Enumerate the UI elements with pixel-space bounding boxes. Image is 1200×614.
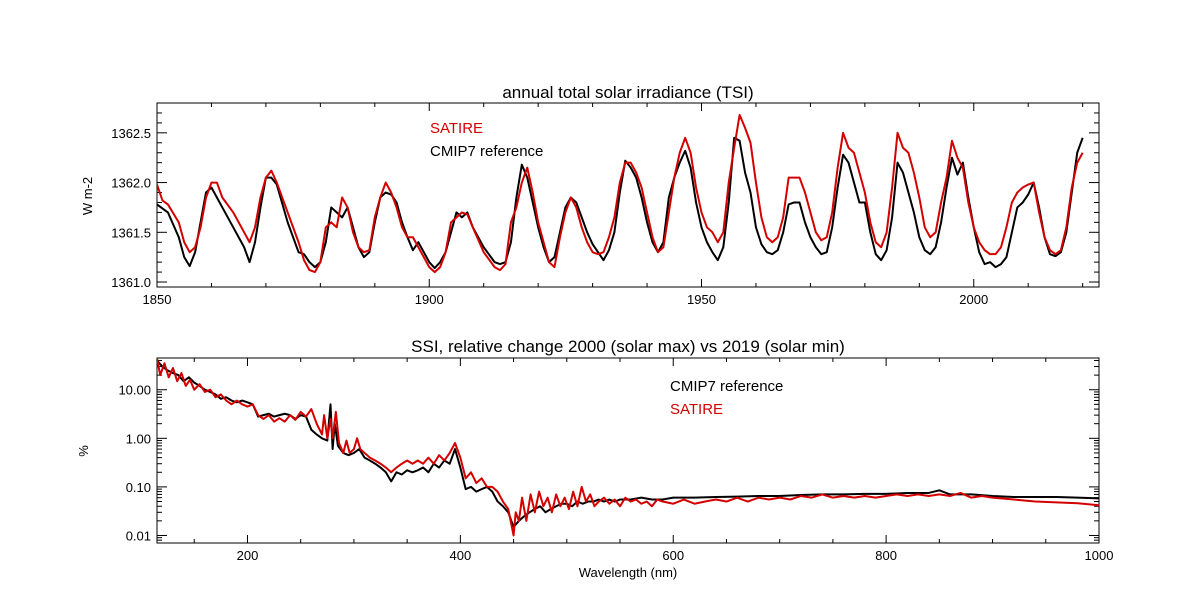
ssi-y-tick-label: 0.10 — [126, 480, 151, 495]
ssi-series-satire — [157, 358, 1099, 537]
ssi-x-tick-label: 200 — [237, 548, 259, 563]
tsi-panel: annual total solar irradiance (TSI) W m-… — [80, 83, 1100, 307]
tsi-y-tick-label: 1361.0 — [111, 275, 151, 290]
ssi-y-tick-label: 0.01 — [126, 528, 151, 543]
ssi-legend-satire: SATIRE — [670, 401, 723, 418]
tsi-y-axis-label: W m-2 — [80, 177, 95, 215]
ssi-legend-cmip7: CMIP7 reference — [670, 378, 783, 395]
ssi-y-axis-label: % — [76, 445, 91, 457]
tsi-plot-area: 1850 1900 1950 2000 1361.0 1361.5 1362.0 1362.5 — [111, 102, 1100, 307]
tsi-legend-satire: SATIRE — [430, 120, 483, 137]
tsi-y-tick-label: 1362.5 — [111, 126, 151, 141]
ssi-x-tick-label: 800 — [875, 548, 897, 563]
ssi-x-axis-label: Wavelength (nm) — [579, 565, 678, 580]
ssi-series-cmip7-reference — [157, 359, 1099, 528]
ssi-plot-area: 200 400 600 800 1000 0.01 0.10 1.00 10.00 — [118, 357, 1114, 563]
tsi-y-tick-label: 1362.0 — [111, 176, 151, 191]
ssi-panel: SSI, relative change 2000 (solar max) vs… — [76, 337, 1113, 580]
tsi-plot-frame — [156, 102, 1100, 288]
ssi-x-tick-label: 600 — [662, 548, 684, 563]
tsi-x-tick-label: 1850 — [143, 292, 172, 307]
tsi-legend-cmip7: CMIP7 reference — [430, 143, 543, 160]
ssi-y-tick-label: 1.00 — [126, 431, 151, 446]
ssi-plot-frame — [156, 357, 1100, 544]
ssi-x-tick-label: 400 — [450, 548, 472, 563]
ssi-y-tick-label: 10.00 — [118, 383, 151, 398]
tsi-y-tick-label: 1361.5 — [111, 225, 151, 240]
ssi-x-tick-label: 1000 — [1085, 548, 1114, 563]
tsi-series-cmip7-reference — [157, 136, 1084, 270]
tsi-chart-title: annual total solar irradiance (TSI) — [502, 83, 753, 102]
tsi-x-tick-label: 1950 — [687, 292, 716, 307]
tsi-x-tick-label: 1900 — [415, 292, 444, 307]
tsi-series-satire — [157, 113, 1084, 274]
ssi-chart-title: SSI, relative change 2000 (solar max) vs… — [411, 337, 845, 356]
tsi-x-tick-label: 2000 — [959, 292, 988, 307]
